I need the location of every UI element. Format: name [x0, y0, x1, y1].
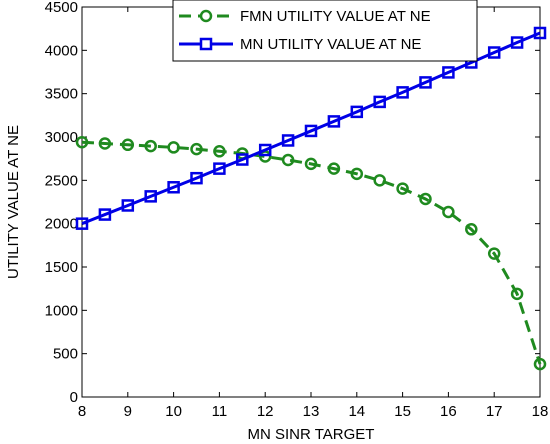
legend-box: [172, 0, 478, 62]
data-point: [419, 76, 432, 89]
x-tick-label: 11: [212, 403, 228, 420]
data-point: [396, 182, 409, 195]
y-tick-label: 500: [53, 346, 78, 363]
data-point: [373, 174, 386, 187]
data-point: [281, 134, 295, 147]
legend-label: MN UTILITY VALUE AT NE: [240, 36, 421, 53]
data-point: [442, 66, 455, 79]
data-point: [167, 141, 180, 154]
data-point: [327, 115, 341, 128]
data-point: [327, 162, 341, 175]
y-tick-label: 4500: [45, 0, 78, 16]
x-tick-label: 15: [394, 403, 411, 420]
data-point: [258, 143, 272, 157]
legend: FMN UTILITY VALUE AT NE MN UTILITY VALUE …: [172, 0, 478, 62]
y-tick-label: 1500: [45, 259, 78, 276]
data-point: [487, 46, 501, 59]
data-point: [281, 153, 295, 167]
y-axis-label: UTILITY VALUE AT NE: [5, 125, 22, 279]
x-tick-label: 12: [257, 403, 274, 420]
data-point: [442, 205, 455, 219]
data-point: [419, 192, 432, 206]
data-point: [373, 95, 386, 109]
legend-label: FMN UTILITY VALUE AT NE: [240, 8, 431, 25]
data-point: [190, 171, 203, 185]
x-tick-label: 10: [165, 403, 182, 420]
x-tick-label: 18: [532, 403, 549, 420]
data-point: [533, 26, 547, 40]
y-tick-label: 2500: [45, 172, 78, 189]
y-tick-label: 3000: [45, 129, 78, 146]
data-point: [350, 167, 364, 181]
data-point: [533, 357, 547, 371]
series-layer: [75, 26, 547, 371]
x-tick-label: 17: [486, 403, 503, 420]
data-point: [236, 153, 249, 166]
x-tick-label: 13: [303, 403, 320, 420]
legend-item: MN UTILITY VALUE AT NE: [179, 36, 421, 53]
x-tick-label: 9: [124, 403, 132, 420]
data-point: [121, 199, 135, 212]
series-line: [81, 31, 541, 226]
legend-marker: [199, 37, 213, 51]
data-point: [98, 208, 112, 221]
data-point: [213, 162, 226, 175]
data-point: [144, 190, 157, 203]
series-fmn: [75, 135, 547, 371]
x-axis-label: MN SINR TARGET: [248, 426, 375, 443]
data-point: [144, 139, 157, 153]
y-tick-label: 1000: [45, 302, 78, 319]
data-point: [75, 135, 89, 149]
data-point: [487, 247, 501, 260]
y-tick-label: 2000: [45, 216, 78, 233]
series-mn: [75, 26, 547, 230]
data-point: [304, 157, 318, 171]
data-point: [167, 181, 180, 194]
y-tick-label: 4000: [45, 42, 78, 59]
x-tick-label: 16: [440, 403, 457, 420]
data-point: [304, 124, 318, 138]
data-point: [98, 137, 112, 150]
data-point: [190, 142, 203, 156]
data-point: [213, 145, 226, 158]
series-line: [81, 140, 542, 365]
y-tick-label: 0: [70, 389, 78, 406]
axes: 8 9 10 11 12 13 14 15 16 17 18 0 500 1000 1500 2000 2500…: [45, 0, 549, 420]
data-point: [75, 217, 89, 230]
data-point: [510, 287, 524, 301]
data-point: [465, 223, 478, 236]
data-point: [350, 105, 364, 119]
data-point: [121, 138, 135, 152]
x-tick-label: 14: [348, 403, 365, 420]
data-point: [396, 86, 409, 99]
data-point: [510, 36, 524, 49]
y-tick-label: 3500: [45, 86, 78, 103]
legend-item: FMN UTILITY VALUE AT NE: [179, 8, 431, 25]
legend-marker: [199, 9, 213, 23]
x-tick-label: 8: [78, 403, 86, 420]
